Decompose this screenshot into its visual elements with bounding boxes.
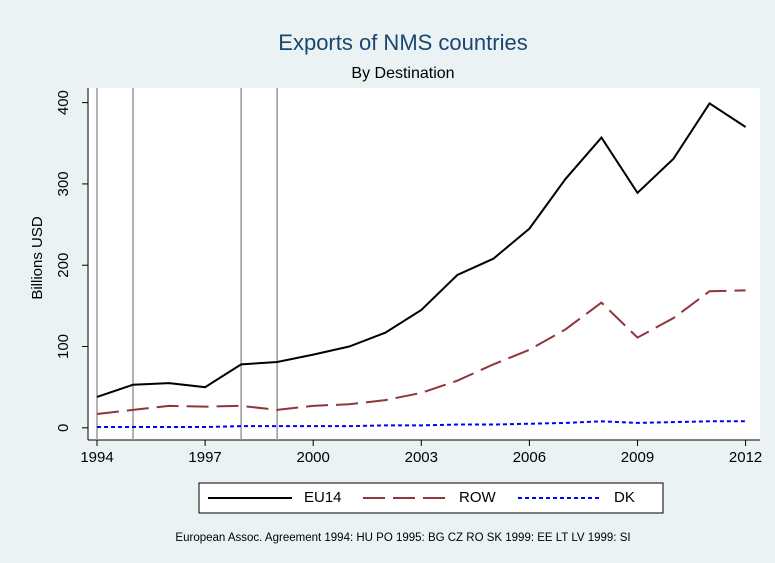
- x-tick-label: 2012: [729, 449, 762, 466]
- y-tick-label: 200: [55, 253, 72, 278]
- y-tick-label: 400: [55, 90, 72, 115]
- plot-area: [88, 88, 760, 440]
- chart-subtitle: By Destination: [351, 65, 454, 82]
- y-tick-label: 0: [55, 424, 72, 432]
- y-axis-label: Billions USD: [29, 216, 46, 300]
- line-series: [96, 289, 746, 415]
- line-series: [96, 102, 747, 398]
- y-tick-label: 300: [55, 171, 72, 196]
- x-tick-label: 2000: [297, 449, 330, 466]
- x-tick-label: 2003: [405, 449, 438, 466]
- x-tick-label: 1997: [188, 449, 221, 466]
- chart-title: Exports of NMS countries: [278, 30, 527, 55]
- legend-label: ROW: [459, 489, 497, 506]
- legend-label: EU14: [304, 489, 342, 506]
- x-tick-label: 2006: [513, 449, 546, 466]
- x-tick-label: 2009: [621, 449, 654, 466]
- note: European Assoc. Agreement 1994: HU PO 19…: [175, 532, 630, 544]
- x-tick-label: 1994: [80, 449, 113, 466]
- legend-label: DK: [614, 489, 635, 506]
- line-series: [97, 420, 746, 428]
- y-tick-label: 100: [55, 334, 72, 359]
